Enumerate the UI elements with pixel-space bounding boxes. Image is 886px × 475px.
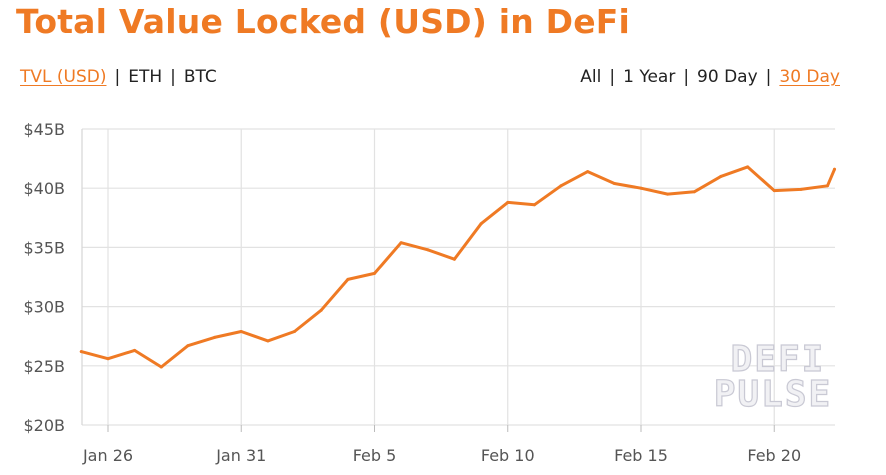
range-all[interactable]: All [580,67,602,87]
separator: | [170,67,176,87]
x-tick-label: Feb 5 [353,446,397,465]
data-point [479,222,483,226]
data-point [319,308,323,312]
data-point [239,330,243,333]
data-point [826,184,829,188]
data-point [692,190,696,194]
y-tick-label: $40B [23,179,65,198]
data-point [346,277,350,281]
data-point [833,167,836,171]
data-point [373,271,376,275]
range-toggle-group: All | 1 Year | 90 Day | 30 Day [580,67,840,87]
y-axis: $20B $25B $30B $35B $40B $45B [23,120,65,435]
toggle-eth[interactable]: ETH [128,67,163,87]
data-point [159,365,163,369]
separator: | [114,67,121,87]
data-point [213,335,217,339]
y-tick-label: $45B [23,120,65,139]
data-point [666,192,670,196]
data-point [772,189,776,193]
data-point [799,187,803,191]
data-point [266,339,270,343]
x-tick-label: Jan 26 [82,446,133,465]
data-point [79,350,83,354]
data-point [452,257,456,261]
metric-toggle-group: TVL (USD) | ETH | BTC [20,67,217,87]
range-1-year[interactable]: 1 Year [623,67,676,87]
data-point [106,357,110,361]
x-tick-label: Feb 10 [481,446,535,465]
x-tick-label: Jan 31 [215,446,266,465]
range-90-day[interactable]: 90 Day [697,67,758,87]
y-tick-label: $20B [23,416,65,435]
grid [81,128,835,426]
data-point [399,241,403,245]
toggle-btc[interactable]: BTC [183,67,217,87]
x-axis: Jan 26 Jan 31 Feb 5 Feb 10 Feb 15 Feb 20 [82,425,801,465]
data-point [426,248,430,252]
separator: | [683,67,690,87]
data-point [293,330,296,333]
data-point [612,182,616,185]
x-tick-label: Feb 20 [747,446,801,465]
data-point [506,200,510,204]
y-tick-label: $35B [23,238,65,257]
x-tick-label: Feb 15 [614,446,668,465]
range-30-day[interactable]: 30 Day [779,67,840,87]
separator: | [609,67,616,87]
data-point [719,174,723,178]
y-tick-label: $30B [23,298,65,317]
y-tick-label: $25B [23,357,65,376]
data-point [639,186,643,190]
tvl-series-line [79,165,836,369]
chart-title: Total Value Locked (USD) in DeFi [16,2,631,41]
data-point [133,348,137,352]
data-point [186,344,190,348]
defi-pulse-watermark: DEFI PULSE [713,338,832,415]
toggle-tvl-usd[interactable]: TVL (USD) [20,67,107,87]
data-point [586,170,590,174]
watermark-line-2: PULSE [714,374,832,415]
series-layer [79,165,836,369]
data-point [746,165,750,169]
data-point [559,184,563,188]
watermark-line-1: DEFI [731,339,826,380]
separator: | [765,67,772,87]
data-point [532,203,536,207]
